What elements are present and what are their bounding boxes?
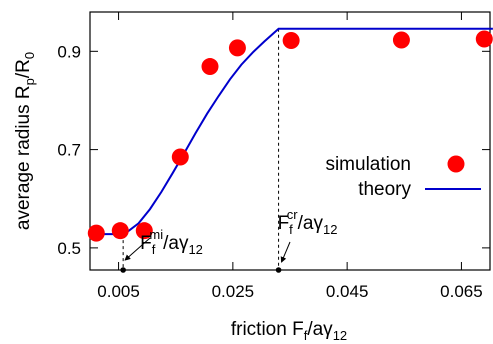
simulation-point (282, 32, 300, 50)
simulation-point (201, 58, 219, 76)
legend: simulation theory (325, 154, 481, 200)
simulation-point (135, 222, 153, 240)
y-title-subscript: p (22, 78, 37, 85)
label-base: F (278, 213, 290, 234)
label-superscript: mi (149, 227, 163, 242)
simulation-point (111, 222, 129, 240)
threshold-arrow-mi (124, 237, 151, 261)
x-title-subscript: 12 (333, 328, 347, 343)
simulation-point (475, 30, 493, 48)
y-tick-label: 0.5 (57, 239, 81, 258)
simulation-point (87, 224, 105, 242)
simulation-point (171, 148, 189, 166)
x-title-subscript: f (304, 328, 308, 343)
x-title-part: /aγ (307, 319, 333, 340)
y-axis-title: average radius Rp/R0 (13, 52, 37, 230)
theory-line (90, 27, 493, 236)
y-tick-label: 0.7 (57, 141, 81, 160)
label-rest: /aγ (298, 213, 324, 234)
plot-frame (89, 11, 491, 271)
x-tick-label: 0.065 (440, 282, 483, 301)
label-subscript: f (152, 242, 156, 257)
threshold-arrow-cr (280, 241, 291, 263)
simulation-point (228, 39, 246, 57)
threshold-label-cr: Ffcr/aγ12 (278, 207, 338, 237)
threshold-label-mi: Ffmi/aγ12 (140, 227, 203, 257)
legend-label-theory: theory (358, 179, 411, 200)
threshold-dot-mi (120, 267, 126, 273)
label-rest-subscript: 12 (323, 222, 337, 237)
simulation-point (392, 31, 410, 49)
threshold-guides (120, 28, 282, 273)
x-tick-label: 0.025 (212, 282, 255, 301)
label-subscript: f (289, 222, 293, 237)
label-base: F (140, 233, 152, 254)
y-axis-ticks: 0.5 0.7 0.9 (57, 42, 490, 258)
x-axis-title: friction Ff/aγ12 (231, 319, 347, 343)
x-tick-label: 0.045 (326, 282, 369, 301)
label-superscript: cr (287, 207, 299, 222)
simulation-series (87, 30, 493, 242)
label-rest: /aγ (163, 233, 189, 254)
label-rest-subscript: 12 (188, 242, 202, 257)
legend-marker-simulation (447, 155, 465, 173)
y-title-part: average radius R (13, 85, 34, 230)
x-tick-label: 0.005 (97, 282, 140, 301)
y-title-subscript: 0 (22, 52, 37, 59)
x-axis-ticks: 0.005 0.025 0.045 0.065 (97, 12, 483, 301)
x-title-part: friction F (231, 319, 304, 340)
y-tick-label: 0.9 (57, 42, 81, 61)
legend-label-simulation: simulation (325, 154, 411, 175)
y-title-part: /R (13, 59, 34, 78)
theory-series (90, 27, 493, 236)
threshold-dot-cr (275, 267, 282, 273)
